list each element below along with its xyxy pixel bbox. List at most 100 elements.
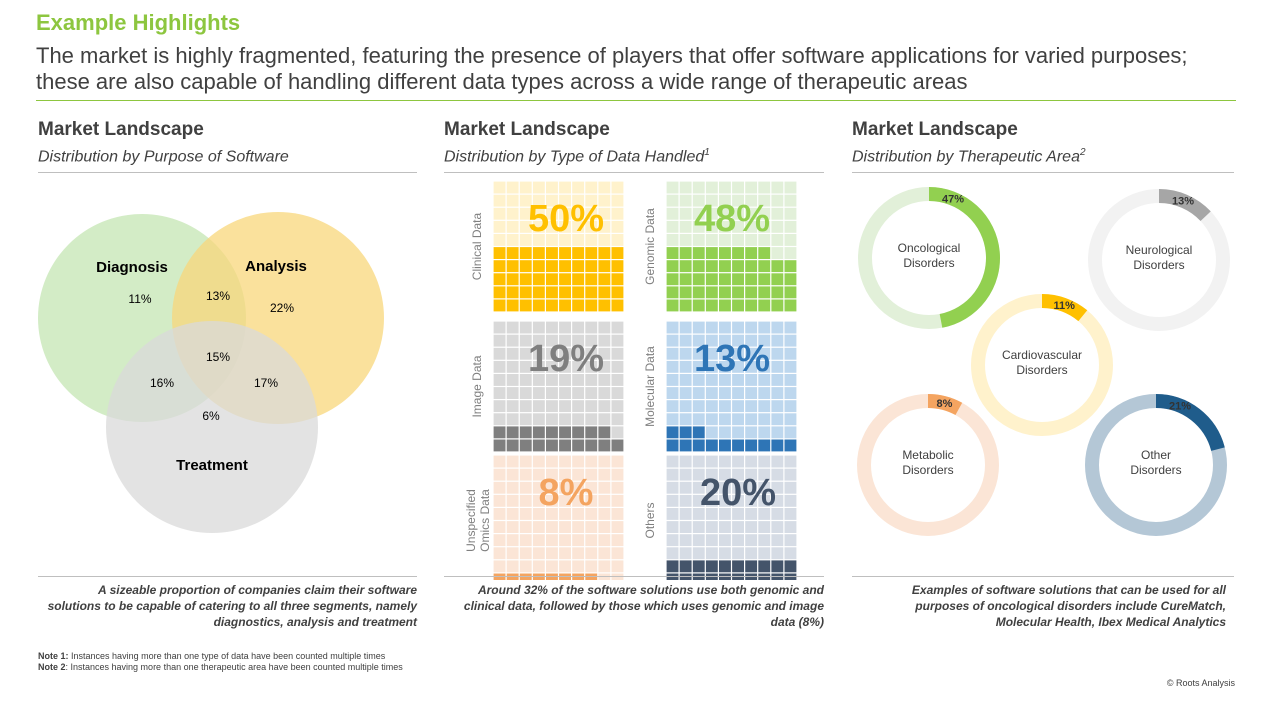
waffle-cell	[771, 426, 784, 439]
waffle-cell	[666, 413, 679, 426]
donut-value-label: 47%	[942, 193, 964, 205]
waffle-cell	[771, 181, 784, 194]
waffle-cell	[745, 181, 758, 194]
waffle-cell	[679, 207, 692, 220]
waffle-cell	[532, 481, 545, 494]
waffle-cell	[719, 426, 731, 439]
waffle-cell	[679, 347, 692, 360]
waffle-cell	[598, 286, 611, 299]
waffle-cell	[758, 494, 771, 507]
waffle-cell	[705, 468, 718, 481]
waffle-cell	[572, 521, 585, 533]
waffle-cell	[559, 234, 571, 246]
venn-region-label: 16%	[150, 376, 174, 390]
waffle-value-label: 8%	[539, 472, 594, 514]
waffle-cell	[559, 181, 571, 194]
waffle-cell	[493, 207, 506, 220]
waffle-cell	[666, 347, 679, 360]
waffle-cell	[506, 247, 519, 259]
waffle-cell	[559, 439, 571, 452]
waffle-cell	[692, 260, 705, 273]
waffle-cell	[585, 547, 598, 560]
waffle-cell	[611, 508, 624, 520]
waffle-cell	[493, 547, 506, 560]
waffle-cell	[771, 468, 784, 481]
waffle-cell	[771, 360, 784, 373]
waffle-cell	[679, 387, 692, 399]
waffle-cell	[679, 560, 692, 573]
waffle-cell	[705, 413, 718, 426]
waffle-cell	[679, 400, 692, 413]
waffle-cell	[546, 247, 558, 259]
waffle-cell	[705, 194, 718, 207]
waffle-category-label: Image Data	[470, 355, 484, 417]
waffle-cell	[585, 455, 598, 468]
waffle-cell	[506, 547, 519, 560]
waffle-cell	[559, 413, 571, 426]
waffle-cell	[758, 455, 771, 468]
waffle-cell	[758, 247, 771, 259]
donut-value-label: 13%	[1172, 195, 1194, 207]
waffle-cell	[585, 439, 598, 452]
waffle-cell	[598, 181, 611, 194]
waffle-cell	[745, 521, 758, 533]
donut-slice	[927, 394, 963, 416]
waffle-cell	[745, 534, 758, 547]
donut-other-disorders: 21% Other Disorders	[1085, 394, 1227, 536]
waffle-cell	[732, 299, 744, 312]
waffle-cell	[598, 260, 611, 273]
waffle-cell	[519, 494, 532, 507]
waffle-cell	[705, 234, 718, 246]
waffle-cell	[745, 286, 758, 299]
waffle-cell	[611, 494, 624, 507]
waffle-cell	[771, 481, 784, 494]
waffle-cell	[784, 299, 797, 312]
note-2: Note 2: Instances having more than one t…	[38, 662, 403, 672]
waffle-cell	[611, 220, 624, 233]
waffle-cell	[532, 534, 545, 547]
waffle-cell	[559, 508, 571, 520]
waffle-cell	[572, 494, 585, 507]
waffle-cell	[666, 234, 679, 246]
waffle-cell	[719, 481, 731, 494]
waffle-cell	[532, 521, 545, 533]
waffle-cell	[758, 207, 771, 220]
waffle-cell	[666, 207, 679, 220]
waffle-cell	[745, 194, 758, 207]
waffle-cell	[546, 273, 558, 286]
waffle-cell	[598, 534, 611, 547]
waffle-cell	[532, 426, 545, 439]
waffle-cell	[745, 347, 758, 360]
waffle-cell	[705, 273, 718, 286]
waffle-cell	[784, 220, 797, 233]
waffle-cell	[771, 286, 784, 299]
waffle-cell	[611, 347, 624, 360]
waffle-cell	[692, 481, 705, 494]
waffle-cell	[692, 400, 705, 413]
waffle-cell	[719, 347, 731, 360]
waffle-cell	[532, 299, 545, 312]
waffle-others: 20% Others	[643, 455, 797, 580]
waffle-cell	[784, 521, 797, 533]
waffle-cell	[692, 413, 705, 426]
waffle-cell	[692, 426, 705, 439]
waffle-cell	[679, 521, 692, 533]
waffle-cell	[705, 207, 718, 220]
waffle-value-label: 48%	[694, 198, 770, 240]
waffle-cell	[559, 247, 571, 259]
waffle-cell	[771, 413, 784, 426]
waffle-cell	[679, 273, 692, 286]
waffle-cell	[532, 387, 545, 399]
waffle-cell	[572, 194, 585, 207]
waffle-cell	[493, 360, 506, 373]
panel-therapeutic-area: Market Landscape Distribution by Therape…	[852, 118, 1234, 174]
waffle-cell	[692, 181, 705, 194]
waffle-cell	[679, 426, 692, 439]
waffle-cell	[771, 560, 784, 573]
panel-title: Market Landscape	[444, 119, 610, 140]
waffle-cell	[506, 439, 519, 452]
waffle-cell	[585, 234, 598, 246]
waffle-cell	[732, 334, 744, 347]
waffle-cell	[585, 560, 598, 573]
waffle-cell	[771, 439, 784, 452]
